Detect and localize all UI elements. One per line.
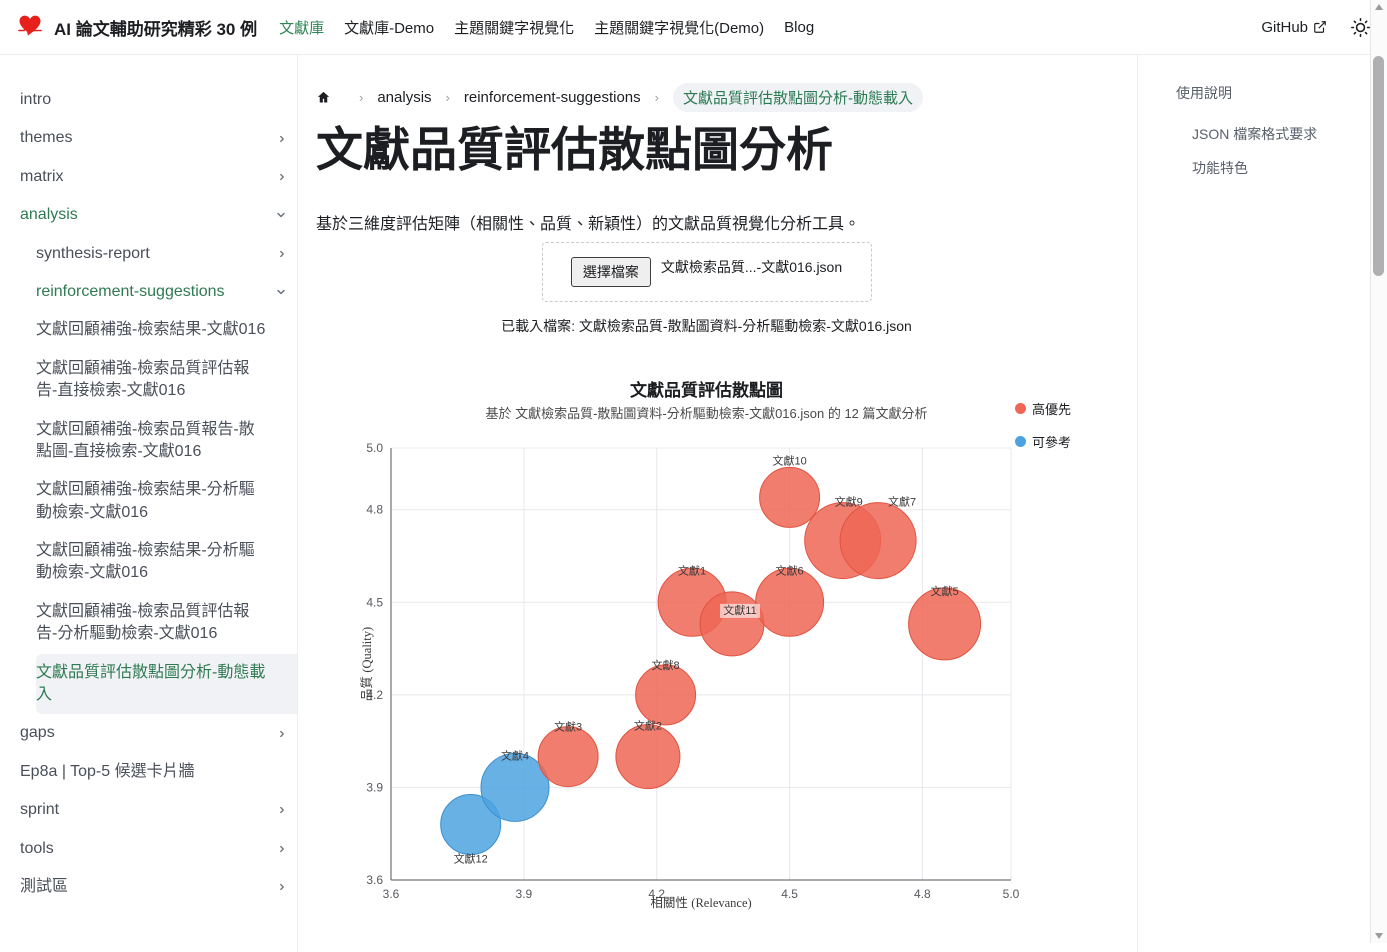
svg-text:文獻7: 文獻7 <box>888 494 916 508</box>
svg-text:3.9: 3.9 <box>366 780 383 794</box>
svg-text:文獻8: 文獻8 <box>651 658 679 672</box>
svg-text:3.6: 3.6 <box>382 887 399 901</box>
svg-text:品質 (Quality): 品質 (Quality) <box>359 627 374 701</box>
svg-text:文獻2: 文獻2 <box>633 718 661 732</box>
svg-text:文獻6: 文獻6 <box>775 563 803 577</box>
svg-text:文獻1: 文獻1 <box>678 563 706 577</box>
svg-text:4.8: 4.8 <box>366 502 383 516</box>
svg-text:3.9: 3.9 <box>515 887 532 901</box>
svg-text:文獻11: 文獻11 <box>723 603 756 617</box>
svg-text:文獻3: 文獻3 <box>554 719 582 733</box>
svg-text:文獻5: 文獻5 <box>930 584 958 598</box>
svg-text:4.5: 4.5 <box>366 595 383 609</box>
svg-text:5.0: 5.0 <box>1002 887 1019 901</box>
svg-text:4.8: 4.8 <box>914 887 931 901</box>
svg-text:文獻12: 文獻12 <box>453 851 487 865</box>
svg-text:文獻4: 文獻4 <box>500 748 528 762</box>
svg-text:3.6: 3.6 <box>366 873 383 887</box>
svg-text:5.0: 5.0 <box>366 441 383 455</box>
svg-text:文獻10: 文獻10 <box>772 453 806 467</box>
svg-text:4.5: 4.5 <box>781 887 798 901</box>
svg-text:文獻9: 文獻9 <box>834 494 862 508</box>
svg-text:相關性 (Relevance): 相關性 (Relevance) <box>650 896 751 910</box>
